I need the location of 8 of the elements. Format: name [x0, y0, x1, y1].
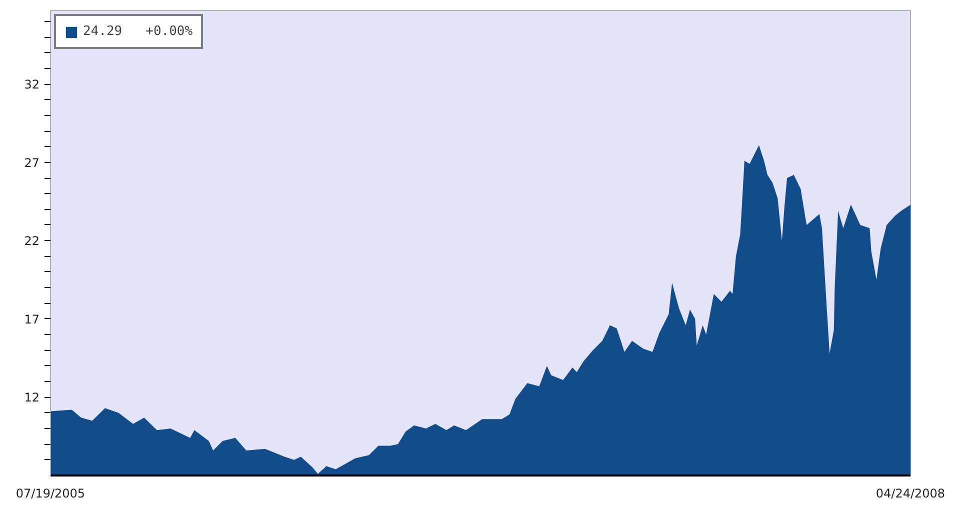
- y-tick-label: 12: [24, 390, 40, 405]
- y-tick-label: 27: [24, 156, 40, 170]
- legend-label: 24.29 +0.00%: [83, 24, 193, 39]
- y-tick-label: 22: [24, 234, 40, 248]
- x-tick-label: 07/19/2005: [16, 486, 86, 500]
- y-tick-label: 32: [24, 78, 40, 92]
- y-tick-label: 17: [24, 312, 40, 326]
- x-tick-label: 04/24/2008: [876, 486, 946, 500]
